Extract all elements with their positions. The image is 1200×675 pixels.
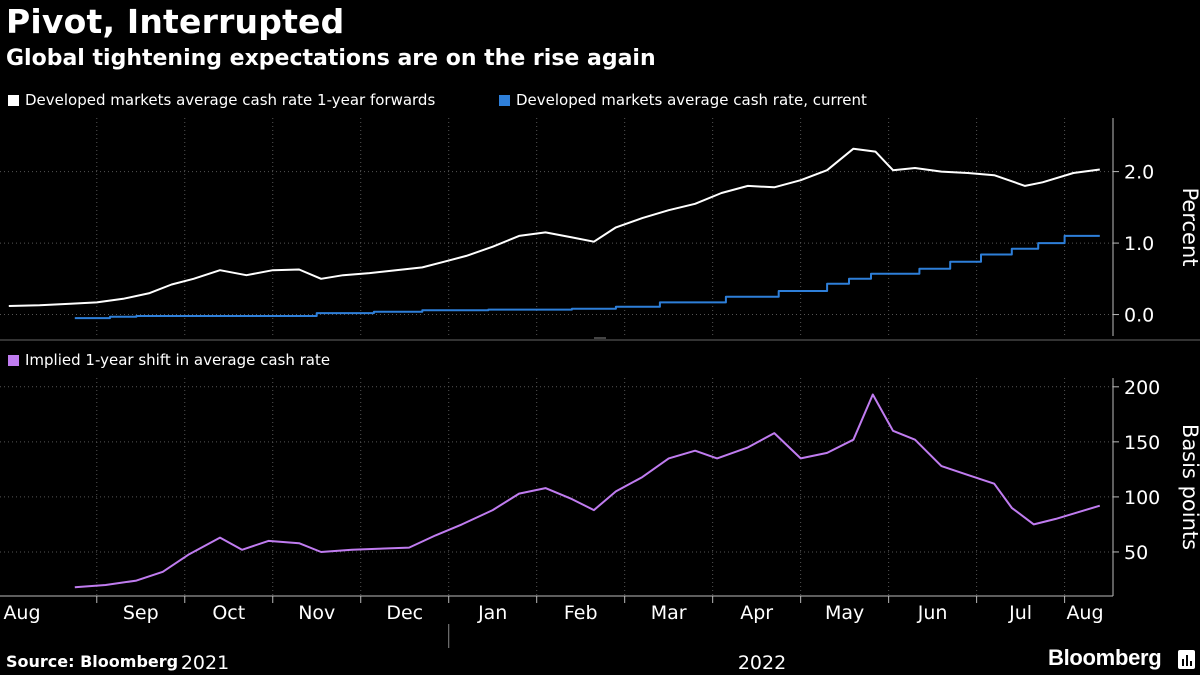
legend-label-implied: Implied 1-year shift in average cash rat… xyxy=(25,351,331,369)
xtick-label-1: Sep xyxy=(123,602,159,624)
legend-swatch-forwards xyxy=(8,94,19,106)
xtick-label-8: Apr xyxy=(740,602,773,624)
year-label-2021: 2021 xyxy=(181,652,229,674)
legend-swatch-implied xyxy=(8,354,19,366)
legend-implied: Implied 1-year shift in average cash rat… xyxy=(8,351,330,369)
xtick-label-9: May xyxy=(825,602,864,624)
xtick-label-0: Aug xyxy=(3,602,40,624)
ytick-label-1-2: 150 xyxy=(1124,432,1160,454)
ytick-label-1-1: 100 xyxy=(1124,487,1160,509)
source-note: Source: Bloomberg xyxy=(6,652,179,671)
y-axis-title-0: Percent xyxy=(1178,187,1200,266)
ytick-label-1-0: 50 xyxy=(1124,542,1148,564)
legend-label-current: Developed markets average cash rate, cur… xyxy=(516,91,867,109)
xtick-label-3: Nov xyxy=(298,602,335,624)
xtick-label-10: Jun xyxy=(917,602,948,624)
legend-swatch-current xyxy=(499,94,510,106)
xtick-label-12: Aug xyxy=(1066,602,1103,624)
year-label-2022: 2022 xyxy=(738,652,786,674)
brand-logo: Bloomberg xyxy=(1048,645,1162,670)
ytick-label-1-3: 200 xyxy=(1124,377,1160,399)
series-line-current xyxy=(74,234,1100,320)
y-axis-title-1: Basis points xyxy=(1178,424,1200,550)
xtick-label-11: Jul xyxy=(1008,602,1032,624)
series-line-implied xyxy=(74,393,1101,589)
xtick-label-6: Feb xyxy=(564,602,598,624)
ytick-label-0-1: 1.0 xyxy=(1124,233,1154,255)
xtick-label-7: Mar xyxy=(651,602,687,624)
xtick-label-2: Oct xyxy=(212,602,245,624)
legend-label-forwards: Developed markets average cash rate 1-ye… xyxy=(25,91,436,109)
legend-forwards: Developed markets average cash rate 1-ye… xyxy=(8,91,435,109)
xtick-label-5: Jan xyxy=(477,602,507,624)
series-line-forwards xyxy=(8,147,1100,307)
chart-subtitle: Global tightening expectations are on th… xyxy=(6,46,656,71)
legend-current: Developed markets average cash rate, cur… xyxy=(499,91,867,109)
chart-title: Pivot, Interrupted xyxy=(6,2,345,41)
bloomberg-terminal-icon xyxy=(1178,650,1195,669)
ytick-label-0-0: 0.0 xyxy=(1124,305,1154,327)
xtick-label-4: Dec xyxy=(386,602,423,624)
ytick-label-0-2: 2.0 xyxy=(1124,162,1154,184)
